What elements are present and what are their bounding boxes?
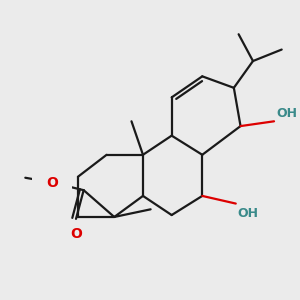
Text: O: O [70, 226, 82, 241]
Text: OH: OH [276, 107, 297, 120]
Text: OH: OH [238, 207, 259, 220]
Text: O: O [46, 176, 58, 190]
